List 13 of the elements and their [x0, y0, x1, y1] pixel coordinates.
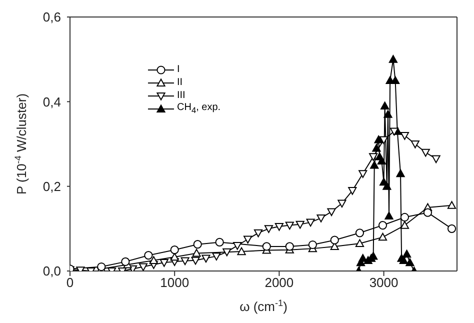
legend-label: III	[177, 90, 186, 101]
legend-label: CH$_{4}$, exp.	[177, 102, 221, 115]
x-axis-title: ω (cm$^{-1}$)	[240, 298, 288, 314]
x-tick-label: 0	[66, 275, 74, 290]
x-tick-label: 3000	[369, 275, 398, 290]
x-tick-label: 1000	[160, 275, 190, 290]
x-tick-label: 2000	[264, 275, 294, 290]
legend-label: II	[177, 77, 183, 88]
y-tick-label: 0,6	[42, 10, 61, 25]
y-tick-label: 0,2	[42, 178, 61, 194]
y-tick-label: 0,4	[42, 94, 61, 110]
y-tick-label: 0,0	[42, 264, 61, 279]
legend-label: I	[177, 64, 180, 75]
